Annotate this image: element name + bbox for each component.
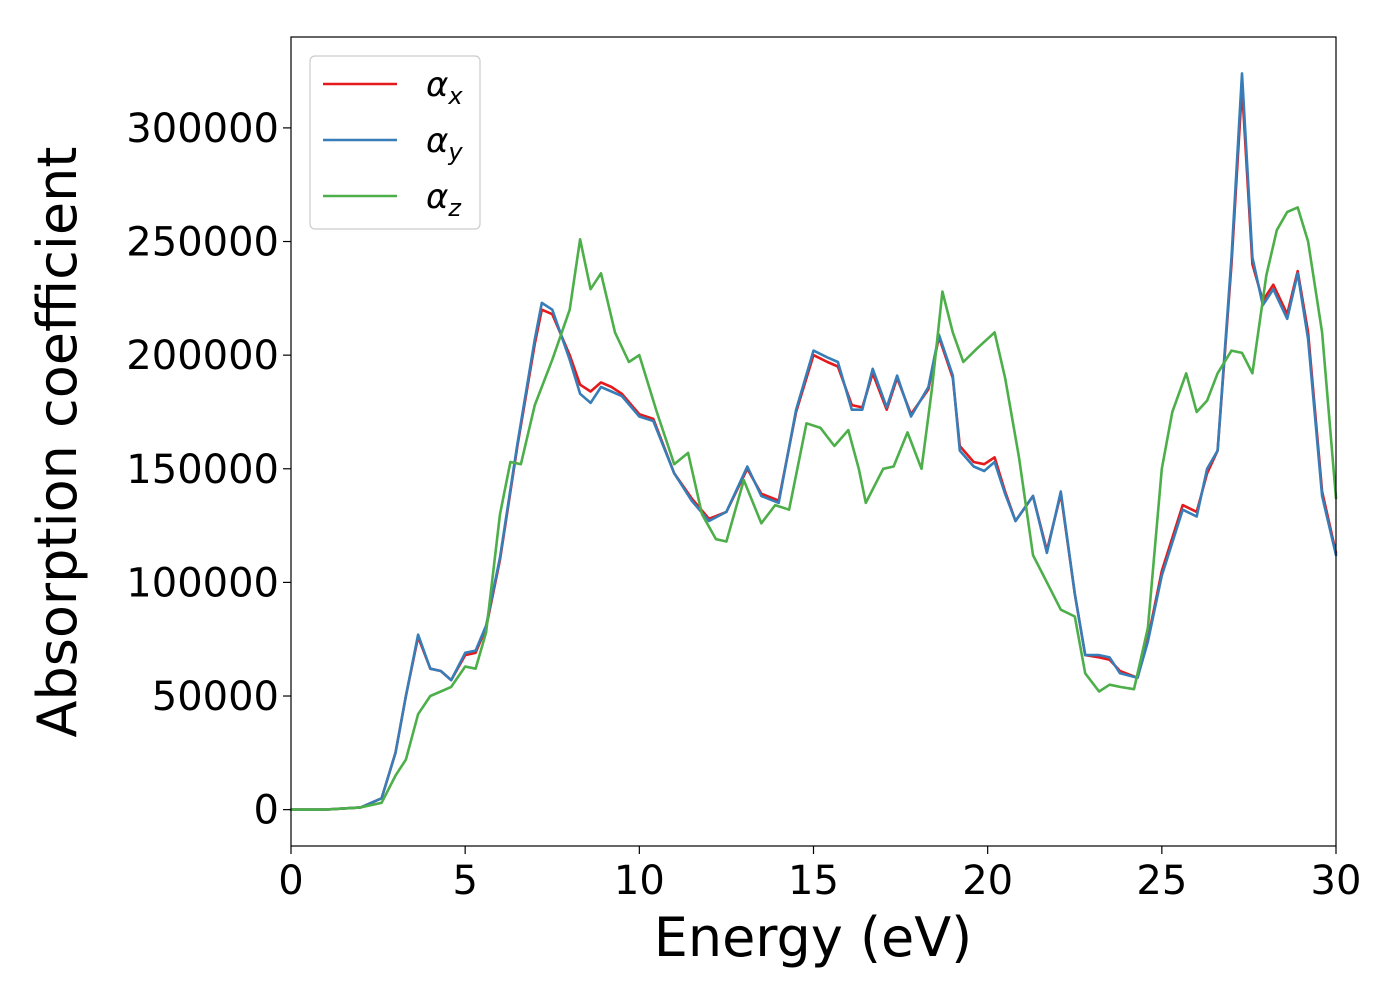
legend-label-z: αz xyxy=(426,177,462,222)
legend-label-y: αy xyxy=(426,121,463,166)
y-tick-label: 150000 xyxy=(126,447,279,493)
legend: αx αy αz xyxy=(309,55,481,230)
x-tick-label: 30 xyxy=(1311,858,1362,904)
x-tick-label: 0 xyxy=(278,858,303,904)
y-tick-label: 0 xyxy=(254,788,279,834)
legend-box xyxy=(309,55,481,230)
y-tick-label: 50000 xyxy=(152,674,279,720)
x-tick-label: 5 xyxy=(452,858,477,904)
x-axis-title: Energy (eV) xyxy=(654,906,973,969)
x-tick-label: 10 xyxy=(614,858,665,904)
legend-label-x: αx xyxy=(426,65,463,110)
y-tick-label: 300000 xyxy=(126,106,279,152)
series-line-y xyxy=(289,72,1338,811)
x-tick-label: 25 xyxy=(1136,858,1187,904)
y-axis-title: Absorption coefficient xyxy=(26,147,89,738)
y-tick-label: 100000 xyxy=(126,560,279,606)
y-tick-label: 250000 xyxy=(126,220,279,266)
series-line-z xyxy=(289,206,1338,811)
x-tick-label: 15 xyxy=(788,858,839,904)
y-axis: 0 50000 100000 150000 200000 250000 300000 xyxy=(126,106,291,834)
x-tick-label: 20 xyxy=(962,858,1013,904)
series-layer xyxy=(289,72,1338,811)
x-axis: 0 5 10 15 20 25 30 xyxy=(278,846,1361,904)
y-tick-label: 200000 xyxy=(126,333,279,379)
